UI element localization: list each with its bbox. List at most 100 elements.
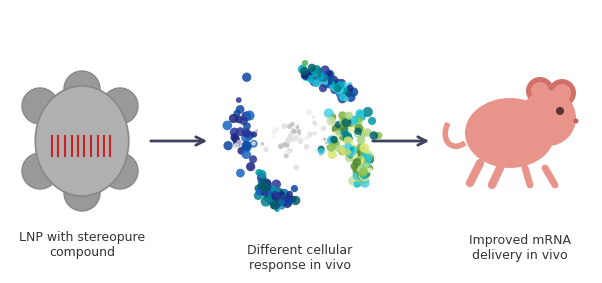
Point <box>259 182 268 187</box>
Point <box>278 197 287 202</box>
Point <box>307 76 317 81</box>
Point <box>273 195 282 199</box>
Circle shape <box>531 82 549 100</box>
Point <box>314 68 324 73</box>
Point <box>285 192 294 196</box>
Point <box>334 83 344 88</box>
Point <box>329 78 338 83</box>
Point <box>341 124 350 128</box>
Circle shape <box>22 88 58 124</box>
Point <box>282 201 292 205</box>
Point <box>356 173 365 178</box>
Point <box>356 160 366 165</box>
Point <box>234 117 244 122</box>
Point <box>242 132 252 136</box>
Point <box>309 69 319 74</box>
Point <box>357 156 367 161</box>
Point <box>257 175 267 180</box>
Point <box>359 168 368 172</box>
Circle shape <box>64 175 100 211</box>
Point <box>344 144 353 149</box>
Point <box>352 163 361 168</box>
Point <box>270 190 279 194</box>
Point <box>334 130 343 135</box>
Point <box>359 170 368 174</box>
Point <box>306 77 315 81</box>
Point <box>294 129 303 134</box>
Point <box>223 143 233 148</box>
Ellipse shape <box>465 98 555 168</box>
Point <box>278 193 288 197</box>
Point <box>326 83 336 88</box>
Point <box>361 159 371 164</box>
Circle shape <box>526 77 554 105</box>
Point <box>359 177 368 182</box>
Point <box>262 182 272 186</box>
Point <box>312 71 322 75</box>
Point <box>314 72 323 77</box>
Point <box>349 157 359 161</box>
Point <box>310 79 320 84</box>
Point <box>249 141 258 146</box>
Point <box>347 151 357 156</box>
Point <box>326 138 336 142</box>
Point <box>338 126 348 130</box>
Point <box>364 155 373 160</box>
Point <box>276 191 286 196</box>
Point <box>359 155 368 160</box>
Point <box>327 152 337 157</box>
Point <box>355 156 364 160</box>
Point <box>355 166 364 171</box>
Point <box>326 119 336 123</box>
Point <box>360 181 370 185</box>
Point <box>356 138 366 143</box>
Point <box>281 199 290 204</box>
Point <box>351 149 361 153</box>
Point <box>353 171 363 175</box>
Point <box>288 122 297 127</box>
Point <box>347 127 356 131</box>
Point <box>315 74 325 79</box>
Point <box>305 110 314 115</box>
Point <box>312 68 321 72</box>
Point <box>307 70 317 75</box>
Point <box>347 148 357 153</box>
Point <box>356 129 366 133</box>
Point <box>263 188 273 192</box>
Point <box>361 148 370 153</box>
Point <box>262 181 272 186</box>
Point <box>267 192 276 196</box>
Point <box>261 147 271 152</box>
Point <box>276 144 286 149</box>
Circle shape <box>22 153 58 189</box>
Point <box>358 132 367 137</box>
Point <box>357 168 367 172</box>
Point <box>349 118 359 123</box>
Point <box>346 95 356 100</box>
Point <box>288 129 298 133</box>
Point <box>332 88 341 93</box>
Point <box>242 124 252 128</box>
Point <box>357 166 367 171</box>
Point <box>305 132 315 137</box>
Point <box>302 145 311 149</box>
Point <box>242 75 252 80</box>
Point <box>324 111 334 115</box>
Point <box>363 160 373 164</box>
Point <box>327 117 337 122</box>
Point <box>352 158 361 162</box>
Point <box>296 137 306 142</box>
Point <box>261 199 271 204</box>
Point <box>330 152 340 157</box>
Point <box>241 152 251 156</box>
Point <box>291 165 301 170</box>
Point <box>348 148 358 153</box>
Point <box>341 97 351 101</box>
Point <box>341 90 351 95</box>
Point <box>318 86 328 90</box>
Point <box>356 113 365 118</box>
Point <box>281 196 290 201</box>
Point <box>229 116 238 121</box>
Circle shape <box>553 84 571 102</box>
Point <box>270 199 279 204</box>
